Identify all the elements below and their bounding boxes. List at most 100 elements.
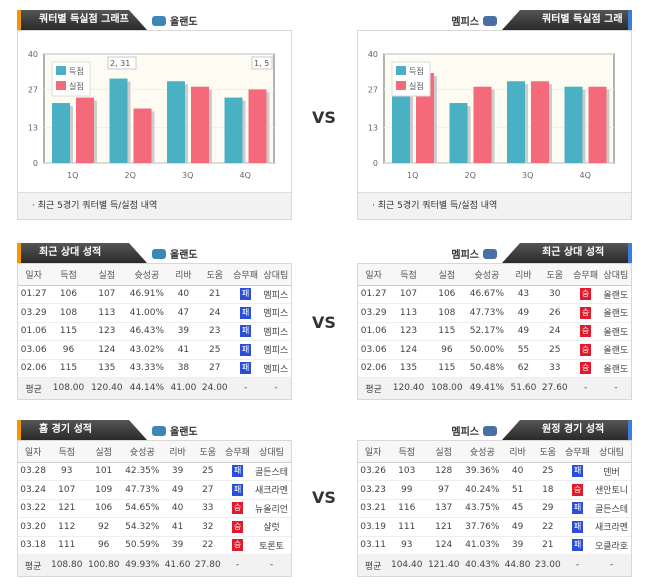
column-header: 실점 (87, 264, 126, 286)
table-cell: 49 (507, 322, 540, 341)
y-tick-label: 0 (33, 159, 38, 168)
table-cell: 03.06 (18, 340, 50, 360)
table-cell: 01.27 (18, 285, 50, 304)
average-cell: 100.80 (85, 554, 123, 576)
result-badge: 패 (240, 325, 252, 338)
table-cell: 25 (539, 340, 571, 360)
result-cell: 패 (230, 285, 261, 304)
table-cell: 93 (388, 536, 426, 555)
column-header: 도움 (192, 441, 223, 463)
table-cell: 새크라멘 (592, 517, 631, 537)
y-tick-label: 13 (28, 124, 38, 133)
table-cell: 121 (48, 499, 86, 518)
legend-swatch (56, 81, 66, 90)
column-header: 득점 (48, 441, 86, 463)
result-badge: 패 (240, 306, 252, 319)
table-row: 03.29 113 108 47.73% 49 26 승 올랜도 (358, 303, 631, 323)
table-cell: 25 (199, 340, 231, 360)
table-cell: 01.27 (358, 285, 390, 304)
average-cell: - (600, 377, 631, 399)
table-cell: 18 (532, 480, 563, 500)
team-label: 멤피스 (451, 13, 497, 28)
table-cell: 22 (532, 517, 563, 537)
right-stats-panel: 최근 상대 성적 멤피스 일자 득점 실점 슛성공 리바 도움 승무패 상대팀 01.27 107 1… (357, 243, 632, 400)
table-cell: 43.33% (126, 359, 168, 378)
table-cell: 토론토 (252, 536, 291, 555)
table-cell: 107 (87, 285, 126, 304)
vs-label: VS (312, 313, 336, 332)
tooltip (107, 56, 137, 70)
table-cell: 41.00% (126, 303, 168, 323)
table-cell: 멤피스 (260, 340, 291, 360)
team-name: 멤피스 (451, 17, 479, 28)
table-cell: 샌안토니 (592, 480, 631, 500)
average-cell: 41.00 (167, 377, 200, 399)
x-tick-label: 2Q (465, 171, 476, 180)
table-cell: 오클라호 (592, 536, 631, 555)
table-cell: 113 (389, 303, 428, 323)
table-cell: 106 (427, 285, 466, 304)
table-cell: 39.36% (462, 462, 503, 481)
table-cell: 101 (85, 462, 123, 481)
team-name: 멤피스 (451, 250, 479, 261)
table-cell: 99 (388, 480, 426, 500)
table-cell: 93 (48, 462, 86, 481)
table-cell: 45 (502, 499, 533, 518)
table-cell: 덴버 (592, 462, 631, 481)
average-cell: 108.00 (427, 377, 466, 399)
table-cell: 55 (507, 340, 540, 360)
bar-score (449, 103, 468, 163)
table-cell: 41 (167, 340, 200, 360)
table-cell: 멤피스 (260, 285, 291, 304)
result-cell: 패 (230, 303, 261, 323)
table-cell: 새크라멘 (252, 480, 291, 500)
table-cell: 멤피스 (260, 359, 291, 378)
table-row: 03.23 99 97 40.24% 51 18 승 샌안토니 (358, 480, 631, 500)
table-cell: 43.02% (126, 340, 168, 360)
stats-table: 일자 득점 실점 슛성공 리바 도움 승무패 상대팀 03.26 103 128 39.36% 40 25… (358, 441, 631, 576)
result-badge: 패 (572, 465, 583, 478)
legend-swatch (396, 66, 406, 75)
average-cell: 121.40 (425, 554, 463, 576)
table-header-row: 일자 득점 실점 슛성공 리바 도움 승무패 상대팀 (18, 441, 291, 463)
table-cell: 111 (48, 536, 86, 555)
stats-table: 일자 득점 실점 슛성공 리바 도움 승무패 상대팀 03.28 93 101 42.35% 39 25 패… (18, 441, 291, 576)
table-cell: 41 (162, 517, 193, 537)
column-header: 리바 (162, 441, 193, 463)
x-tick-label: 3Q (182, 171, 193, 180)
table-row: 03.22 121 106 54.65% 40 33 승 뉴올리언 (18, 499, 291, 518)
section-header: 쿼터별 득실점 그래프 멤피스 (357, 10, 632, 30)
result-badge: 패 (232, 465, 243, 478)
table-row: 03.06 96 124 43.02% 41 25 패 멤피스 (18, 340, 291, 360)
result-badge: 패 (240, 288, 252, 301)
table-cell: 29 (532, 499, 563, 518)
table-cell: 32 (192, 517, 223, 537)
table-row: 03.28 93 101 42.35% 39 25 패 골든스테 (18, 462, 291, 481)
y-tick-label: 0 (373, 159, 378, 168)
table-cell: 47.73% (466, 303, 508, 323)
table-cell: 올랜도 (600, 340, 631, 360)
column-header: 실점 (425, 441, 463, 463)
table-cell: 96 (49, 340, 88, 360)
y-tick-label: 40 (28, 50, 38, 59)
average-cell: - (592, 554, 631, 576)
team-label: 올랜도 (152, 423, 198, 438)
table-cell: 107 (389, 285, 428, 304)
table-box: 일자 득점 실점 슛성공 리바 도움 승무패 상대팀 03.26 103 128 39.36% 40 25… (357, 440, 632, 577)
bar-score (507, 81, 525, 163)
table-cell: 멤피스 (260, 322, 291, 341)
table-cell: 135 (87, 359, 126, 378)
table-cell: 92 (85, 517, 123, 537)
result-cell: 승 (570, 359, 601, 378)
table-box: 일자 득점 실점 슛성공 리바 도움 승무패 상대팀 01.27 107 106 46.67% 43 30… (357, 263, 632, 400)
bar-score (109, 78, 128, 163)
result-badge: 패 (240, 343, 252, 356)
column-header: 도움 (199, 264, 231, 286)
team-logo-icon (152, 248, 166, 259)
column-header: 일자 (18, 441, 49, 463)
section-title: 홈 경기 성적 (17, 420, 147, 440)
table-box: 일자 득점 실점 슛성공 리바 도움 승무패 상대팀 01.27 106 107 46.91% 40 21… (17, 263, 292, 400)
